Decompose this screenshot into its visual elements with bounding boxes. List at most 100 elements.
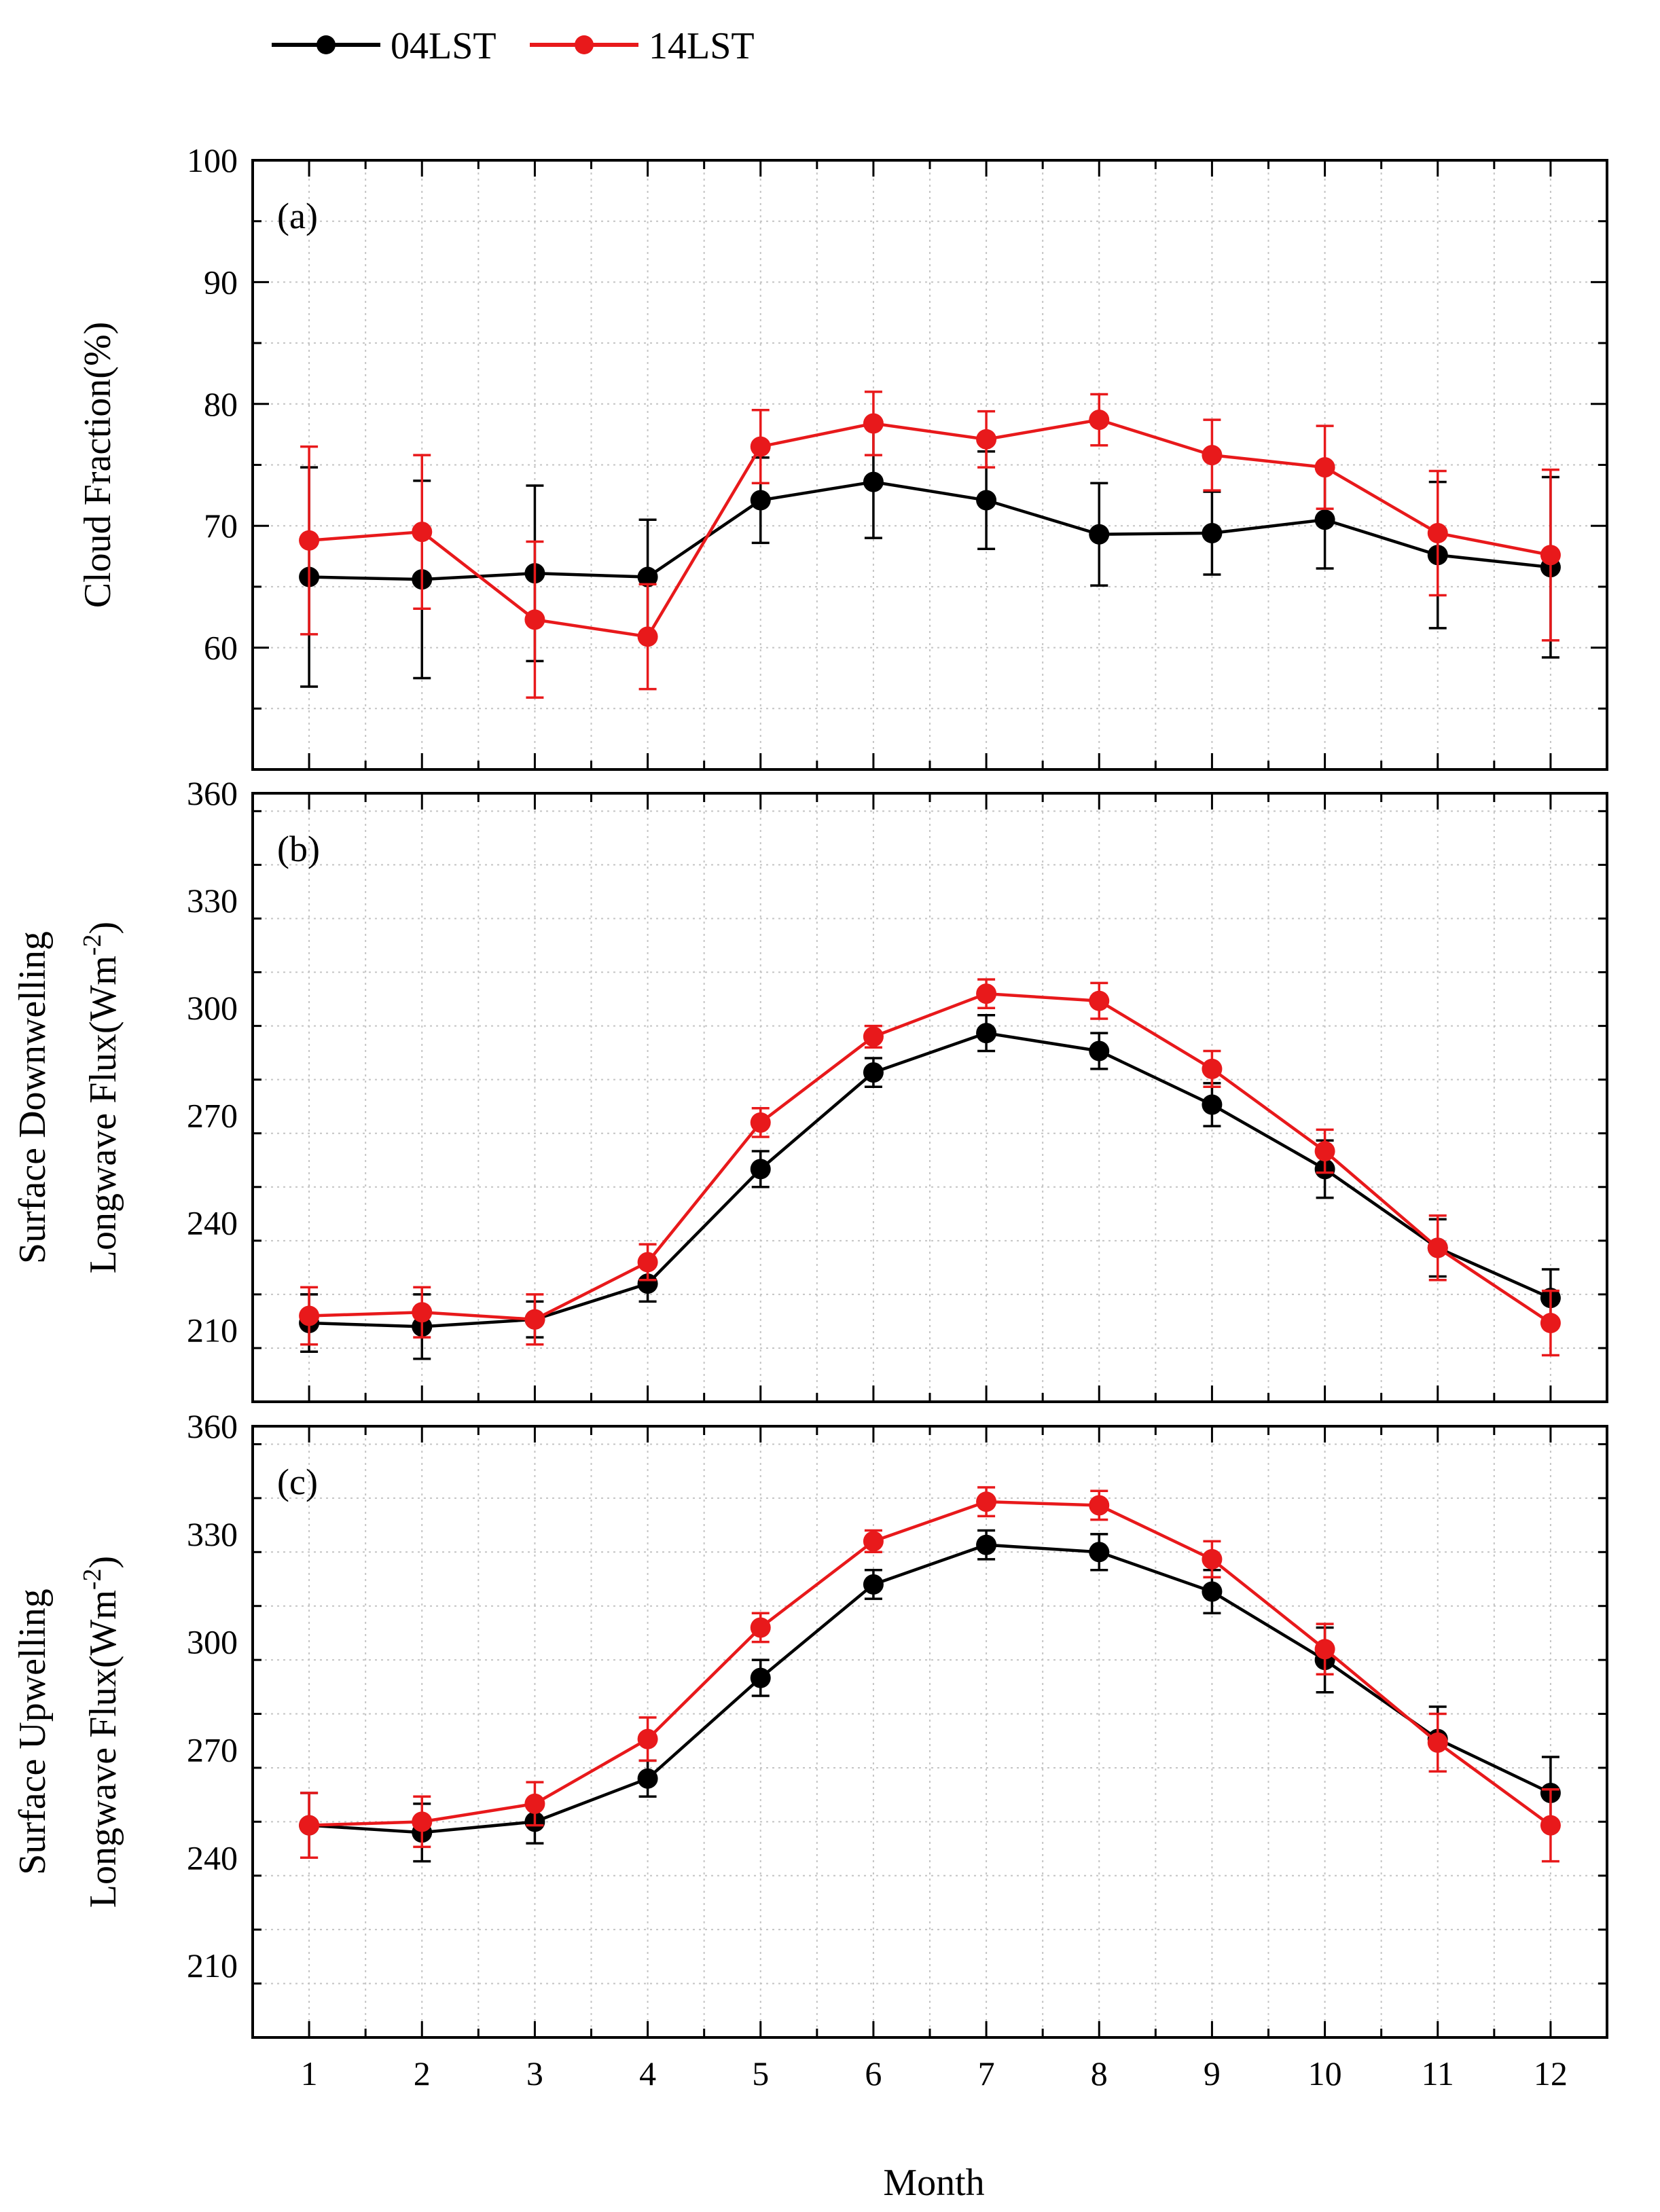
data-point-04lst xyxy=(976,490,997,511)
data-point-04lst xyxy=(863,1574,884,1595)
data-point-14lst xyxy=(1202,1548,1223,1570)
data-point-04lst xyxy=(863,1062,884,1083)
data-point-04lst xyxy=(1202,1581,1223,1602)
data-point-14lst xyxy=(976,429,997,450)
data-point-14lst xyxy=(1202,1058,1223,1079)
y-tick-label: 210 xyxy=(187,1946,238,1984)
legend-14lst-label: 14LST xyxy=(649,25,755,67)
data-point-14lst xyxy=(524,1793,545,1814)
data-point-04lst xyxy=(637,566,658,587)
y-tick-label: 80 xyxy=(204,385,238,423)
data-point-14lst xyxy=(750,1112,771,1133)
y-tick-label: 100 xyxy=(187,141,238,179)
y-tick-label: 300 xyxy=(187,989,238,1027)
x-tick-label: 5 xyxy=(752,2054,769,2092)
x-tick-label: 11 xyxy=(1422,2054,1454,2092)
data-point-14lst xyxy=(524,609,545,630)
data-point-04lst xyxy=(637,1768,658,1789)
data-point-04lst xyxy=(750,1667,771,1688)
data-point-14lst xyxy=(1427,522,1448,543)
data-point-14lst xyxy=(412,1302,433,1323)
data-point-14lst xyxy=(976,1491,997,1512)
data-point-14lst xyxy=(863,413,884,434)
x-tick-label: 8 xyxy=(1091,2054,1108,2092)
y-tick-label: 90 xyxy=(204,263,238,301)
x-tick-label: 9 xyxy=(1204,2054,1221,2092)
series-line-14lst xyxy=(309,992,1552,1324)
data-point-14lst xyxy=(412,1811,433,1832)
data-point-14lst xyxy=(1089,1495,1110,1516)
y-axis-title-line2-b: Longwave Flux(Wm-2) xyxy=(78,922,124,1273)
panel-b: 210 240 270 300 330 360 (b) Surface Downwelling… xyxy=(12,774,1608,1403)
y-axis-title-superscript: -2 xyxy=(78,934,107,956)
x-tick-label: 3 xyxy=(526,2054,543,2092)
data-point-14lst xyxy=(1314,1141,1335,1162)
x-tick-label: 2 xyxy=(414,2054,431,2092)
data-point-14lst xyxy=(524,1309,545,1330)
data-point-04lst xyxy=(1089,1542,1110,1563)
y-tick-label: 270 xyxy=(187,1730,238,1769)
panel-label-a: (a) xyxy=(277,196,318,236)
data-point-14lst xyxy=(863,1531,884,1552)
data-point-04lst xyxy=(1314,509,1335,530)
y-tick-label: 270 xyxy=(187,1096,238,1134)
x-tick-label: 10 xyxy=(1308,2054,1342,2092)
data-point-14lst xyxy=(1314,457,1335,478)
series-line-04lst xyxy=(309,480,1551,581)
x-tick-label: 12 xyxy=(1534,2054,1568,2092)
data-point-14lst xyxy=(1089,990,1110,1011)
y-axis-title-line1-b: Surface Downwelling xyxy=(12,931,54,1264)
y-tick-label: 70 xyxy=(204,507,238,545)
data-point-14lst xyxy=(1540,1815,1561,1836)
data-point-14lst xyxy=(863,1026,884,1047)
legend-04lst-label: 04LST xyxy=(391,25,497,67)
data-point-04lst xyxy=(1202,1094,1223,1115)
data-point-14lst xyxy=(299,1815,320,1836)
data-point-14lst xyxy=(1427,1732,1448,1753)
data-point-04lst xyxy=(1089,1040,1110,1062)
y-tick-label: 60 xyxy=(204,629,238,667)
y-axis-title-line2-c: Longwave Flux(Wm-2) xyxy=(78,1556,124,1908)
series-line-04lst xyxy=(309,1031,1551,1328)
data-point-04lst xyxy=(750,1159,771,1180)
data-point-04lst xyxy=(976,1023,997,1044)
x-tick-label: 6 xyxy=(865,2054,882,2092)
data-point-14lst xyxy=(299,530,320,551)
data-point-14lst xyxy=(1314,1639,1335,1660)
y-tick-label: 330 xyxy=(187,1515,238,1553)
plot-frame-b xyxy=(251,792,1608,1403)
series-line-14lst xyxy=(308,418,1551,638)
data-point-14lst xyxy=(637,626,658,647)
data-point-04lst xyxy=(637,1273,658,1294)
y-tick-label: 330 xyxy=(187,882,238,920)
data-point-14lst xyxy=(1202,445,1223,466)
data-point-14lst xyxy=(412,522,433,543)
y-tick-label: 300 xyxy=(187,1623,238,1661)
x-tick-label: 4 xyxy=(639,2054,656,2092)
data-point-14lst xyxy=(976,983,997,1004)
y-axis-title-main: Longwave Flux(Wm xyxy=(82,956,124,1273)
legend-04lst-marker xyxy=(317,35,336,54)
x-axis-title: Month xyxy=(883,2162,984,2204)
y-tick-label: 240 xyxy=(187,1203,238,1241)
panel-label-c: (c) xyxy=(277,1462,318,1502)
y-tick-label: 210 xyxy=(187,1311,238,1349)
data-point-14lst xyxy=(1540,545,1561,566)
y-axis-title-close: ) xyxy=(82,1556,124,1569)
y-axis-title-superscript: -2 xyxy=(78,1568,107,1590)
data-point-14lst xyxy=(637,1728,658,1749)
legend-14lst-marker xyxy=(575,35,594,54)
x-tick-label: 7 xyxy=(978,2054,995,2092)
data-point-14lst xyxy=(1540,1313,1561,1334)
data-point-04lst xyxy=(976,1534,997,1555)
series-line-04lst xyxy=(308,1543,1551,1834)
y-axis-title-a: Cloud Fraction(%) xyxy=(77,322,119,608)
data-point-14lst xyxy=(1427,1237,1448,1258)
x-tick-label: 1 xyxy=(301,2054,318,2092)
data-point-14lst xyxy=(637,1252,658,1273)
series-line-14lst xyxy=(309,1500,1552,1827)
y-tick-label: 360 xyxy=(187,774,238,812)
panel-a: 60 70 80 90 100 (a) Cloud Fraction(%) xyxy=(77,141,1608,771)
data-point-14lst xyxy=(1089,410,1110,431)
